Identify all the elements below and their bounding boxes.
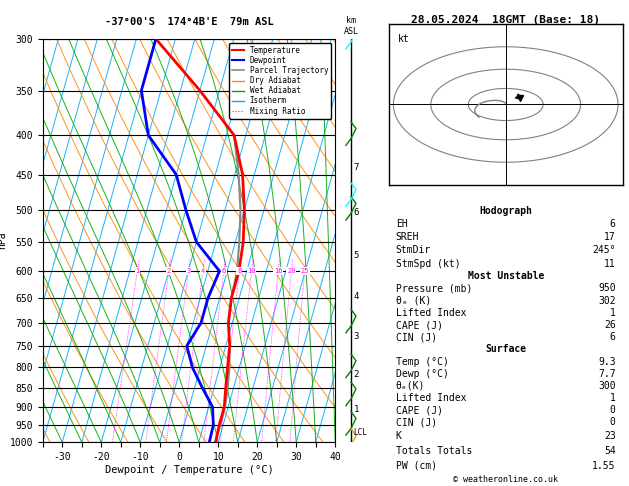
Text: 5: 5 (353, 251, 359, 260)
Text: K: K (396, 431, 402, 441)
Text: 9.3: 9.3 (598, 357, 616, 366)
Text: kt: kt (398, 34, 410, 44)
Text: Lifted Index: Lifted Index (396, 393, 466, 403)
Text: CAPE (J): CAPE (J) (396, 405, 443, 415)
Text: Temp (°C): Temp (°C) (396, 357, 448, 366)
Text: 1: 1 (135, 268, 140, 274)
Text: 8: 8 (237, 268, 242, 274)
Text: Surface: Surface (485, 345, 526, 354)
Text: 4: 4 (353, 293, 359, 301)
Text: 950: 950 (598, 283, 616, 294)
Text: 17: 17 (604, 232, 616, 242)
Text: 25: 25 (301, 268, 309, 274)
Text: Hodograph: Hodograph (479, 206, 532, 216)
Text: Dewp (°C): Dewp (°C) (396, 369, 448, 379)
Text: 2: 2 (167, 268, 171, 274)
Text: StmDir: StmDir (396, 245, 431, 255)
Text: 4: 4 (201, 268, 205, 274)
Text: 11: 11 (604, 259, 616, 269)
Text: 26: 26 (604, 320, 616, 330)
Text: θₑ(K): θₑ(K) (396, 381, 425, 391)
Text: 1: 1 (353, 405, 359, 415)
Text: 20: 20 (287, 268, 296, 274)
Text: 3: 3 (353, 332, 359, 341)
Text: 54: 54 (604, 446, 616, 456)
Text: 23: 23 (604, 431, 616, 441)
Text: 245°: 245° (592, 245, 616, 255)
Text: 6: 6 (610, 332, 616, 342)
Text: CAPE (J): CAPE (J) (396, 320, 443, 330)
Text: © weatheronline.co.uk: © weatheronline.co.uk (454, 475, 558, 484)
Text: 1.55: 1.55 (592, 461, 616, 471)
Text: 6: 6 (353, 208, 359, 217)
Text: Lifted Index: Lifted Index (396, 308, 466, 318)
Text: CIN (J): CIN (J) (396, 332, 437, 342)
Text: 28.05.2024  18GMT (Base: 18): 28.05.2024 18GMT (Base: 18) (411, 15, 600, 25)
Text: 1: 1 (610, 393, 616, 403)
Text: 6: 6 (221, 268, 226, 274)
Y-axis label: hPa: hPa (0, 232, 7, 249)
Text: 2: 2 (353, 370, 359, 379)
Text: 302: 302 (598, 295, 616, 306)
Text: 0: 0 (610, 417, 616, 427)
Text: 10: 10 (247, 268, 256, 274)
Text: θₑ (K): θₑ (K) (396, 295, 431, 306)
X-axis label: Dewpoint / Temperature (°C): Dewpoint / Temperature (°C) (104, 465, 274, 475)
Text: 1: 1 (610, 308, 616, 318)
Text: km
ASL: km ASL (343, 16, 359, 35)
Text: LCL: LCL (353, 428, 367, 437)
Text: Totals Totals: Totals Totals (396, 446, 472, 456)
Text: 3: 3 (186, 268, 191, 274)
Text: 7.7: 7.7 (598, 369, 616, 379)
Text: 7: 7 (353, 163, 359, 173)
Text: Most Unstable: Most Unstable (467, 271, 544, 281)
Legend: Temperature, Dewpoint, Parcel Trajectory, Dry Adiabat, Wet Adiabat, Isotherm, Mi: Temperature, Dewpoint, Parcel Trajectory… (229, 43, 331, 119)
Text: -37°00'S  174°4B'E  79m ASL: -37°00'S 174°4B'E 79m ASL (104, 17, 274, 27)
Text: 300: 300 (598, 381, 616, 391)
Text: 16: 16 (274, 268, 282, 274)
Text: CIN (J): CIN (J) (396, 417, 437, 427)
Text: SREH: SREH (396, 232, 420, 242)
Text: StmSpd (kt): StmSpd (kt) (396, 259, 460, 269)
Text: 0: 0 (610, 405, 616, 415)
Text: 6: 6 (610, 219, 616, 229)
Text: PW (cm): PW (cm) (396, 461, 437, 471)
Text: EH: EH (396, 219, 408, 229)
Text: Pressure (mb): Pressure (mb) (396, 283, 472, 294)
